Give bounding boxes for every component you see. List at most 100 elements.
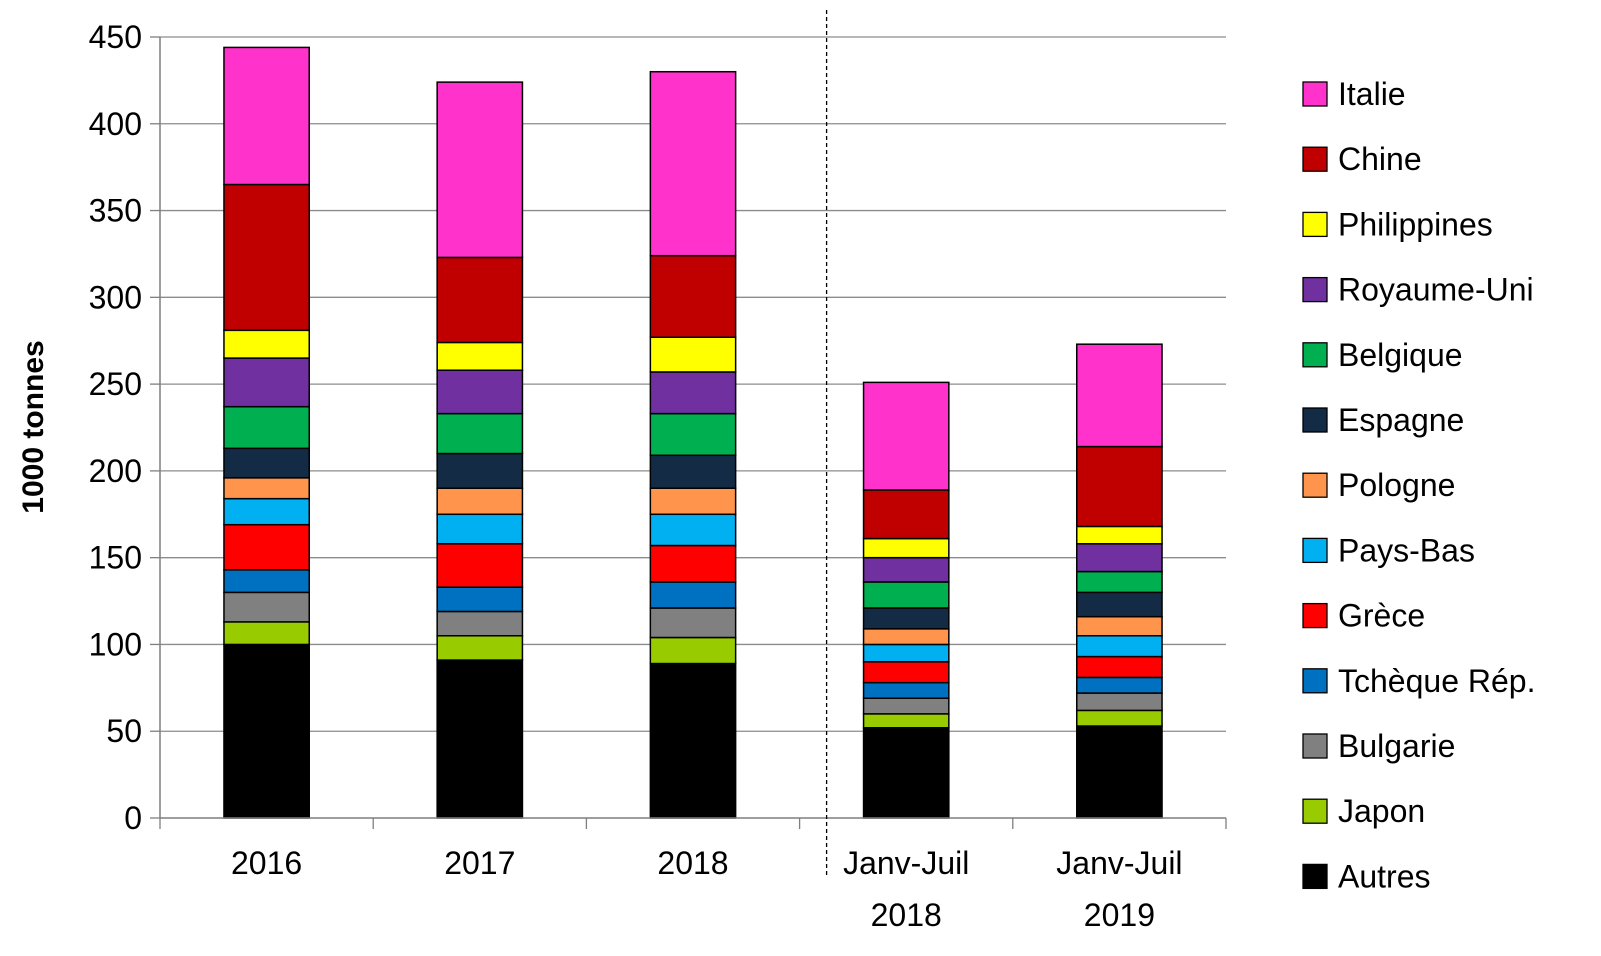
x-tick-labels: 2016 2017 2018 Janv-Juil 2018 Janv-Juil 2019 <box>231 845 1183 933</box>
bar-segment <box>649 336 737 373</box>
y-tick-label: 300 <box>89 279 142 315</box>
bar-segment <box>649 662 737 819</box>
bar-segment <box>223 621 310 646</box>
bar-segment <box>436 586 524 613</box>
bar-segment <box>1076 615 1163 637</box>
bar-segment <box>436 412 524 455</box>
bar-segment <box>223 523 310 571</box>
y-tick-label: 0 <box>124 800 142 836</box>
legend-swatch <box>1302 146 1328 172</box>
bar-segment <box>1076 692 1163 712</box>
y-tick-label: 150 <box>89 540 142 576</box>
legend-swatch <box>1302 81 1328 107</box>
bar-segment <box>223 329 310 359</box>
bar-segment <box>436 81 524 259</box>
bar-segment <box>223 643 310 819</box>
bar-segment <box>862 489 950 540</box>
y-tick-label: 250 <box>89 366 142 402</box>
bar-segment <box>862 727 950 819</box>
bar-segment <box>1076 676 1163 694</box>
legend-label: Bulgarie <box>1338 728 1455 764</box>
bar-segment <box>862 713 950 729</box>
bar-segment <box>436 369 524 415</box>
legend-label: Grèce <box>1338 598 1425 634</box>
bar-segment <box>649 254 737 339</box>
legend-swatch <box>1302 342 1328 368</box>
bar-segment <box>436 635 524 661</box>
legend-swatch <box>1302 733 1328 759</box>
legend-label: Pays-Bas <box>1338 532 1475 568</box>
bar-segment <box>862 643 950 663</box>
legend-swatch <box>1302 472 1328 498</box>
bar-segment <box>436 543 524 588</box>
bar-segment <box>649 607 737 639</box>
legend-swatch <box>1302 668 1328 694</box>
bar-segment <box>223 497 310 526</box>
bar-segment <box>1076 591 1163 618</box>
bar-segment <box>223 569 310 594</box>
bar-segment <box>649 412 737 457</box>
legend-label: Belgique <box>1338 337 1463 373</box>
legend-swatch <box>1302 863 1328 890</box>
bar-segment <box>649 581 737 609</box>
bar-segment <box>649 544 737 583</box>
y-tick-label: 450 <box>89 19 142 55</box>
legend-label: Italie <box>1338 76 1406 112</box>
bar-segment <box>436 513 524 545</box>
x-tick-label: Janv-Juil 2019 <box>1056 845 1182 933</box>
bar-segment <box>436 610 524 637</box>
legend-swatch <box>1302 537 1328 564</box>
bar-segment <box>862 381 950 491</box>
legend-swatch <box>1302 211 1328 238</box>
legend-label: Chine <box>1338 141 1422 177</box>
bar-segment <box>649 487 737 516</box>
bar-segment <box>223 405 310 450</box>
bar-segment <box>649 70 737 257</box>
x-tick-label: 2016 <box>231 845 302 881</box>
legend-label: Autres <box>1338 858 1430 894</box>
bar-segment <box>436 256 524 344</box>
y-tick-label: 200 <box>89 453 142 489</box>
legend: Italie Chine Philippines Royaume-Uni Belgiqu… <box>1302 76 1535 894</box>
bar-segment <box>1076 725 1163 819</box>
bar-segment <box>1076 570 1163 594</box>
bar-segment <box>862 661 950 684</box>
legend-label: Royaume-Uni <box>1338 272 1534 308</box>
axes <box>150 10 1227 878</box>
bars <box>223 46 1163 819</box>
legend-label: Espagne <box>1338 402 1464 438</box>
bar-segment <box>1076 343 1163 448</box>
bar-segment <box>223 357 310 408</box>
bar-segment <box>223 183 310 332</box>
bar-segment <box>223 46 310 186</box>
y-tick-label: 50 <box>106 713 142 749</box>
x-tick-label: Janv-Juil 2018 <box>843 845 969 933</box>
legend-label: Tchèque Rép. <box>1338 663 1535 699</box>
bar-segment <box>1076 635 1163 658</box>
bar-segment <box>223 447 310 479</box>
bar-segment <box>1076 709 1163 727</box>
y-tick-label: 400 <box>89 106 142 142</box>
bar-segment <box>1076 543 1163 573</box>
bar-segment <box>862 681 950 699</box>
bar-segment <box>862 537 950 559</box>
bar-segment <box>436 341 524 371</box>
bar-segment <box>862 607 950 630</box>
y-tick-label: 100 <box>89 626 142 662</box>
x-tick-label: 2017 <box>444 845 515 881</box>
legend-label: Japon <box>1338 793 1425 829</box>
bar-segment <box>862 556 950 583</box>
legend-label: Pologne <box>1338 467 1455 503</box>
bar-segment <box>223 477 310 500</box>
legend-swatch <box>1302 407 1328 433</box>
legend-swatch <box>1302 798 1328 824</box>
bar-segment <box>649 371 737 415</box>
bar-segment <box>649 513 737 547</box>
bar-segment <box>649 454 737 489</box>
bar-segment <box>1076 525 1163 545</box>
bar-segment <box>223 591 310 623</box>
bar-segment <box>436 659 524 819</box>
bar-segment <box>436 452 524 489</box>
x-tick-label: 2018 <box>657 845 728 881</box>
